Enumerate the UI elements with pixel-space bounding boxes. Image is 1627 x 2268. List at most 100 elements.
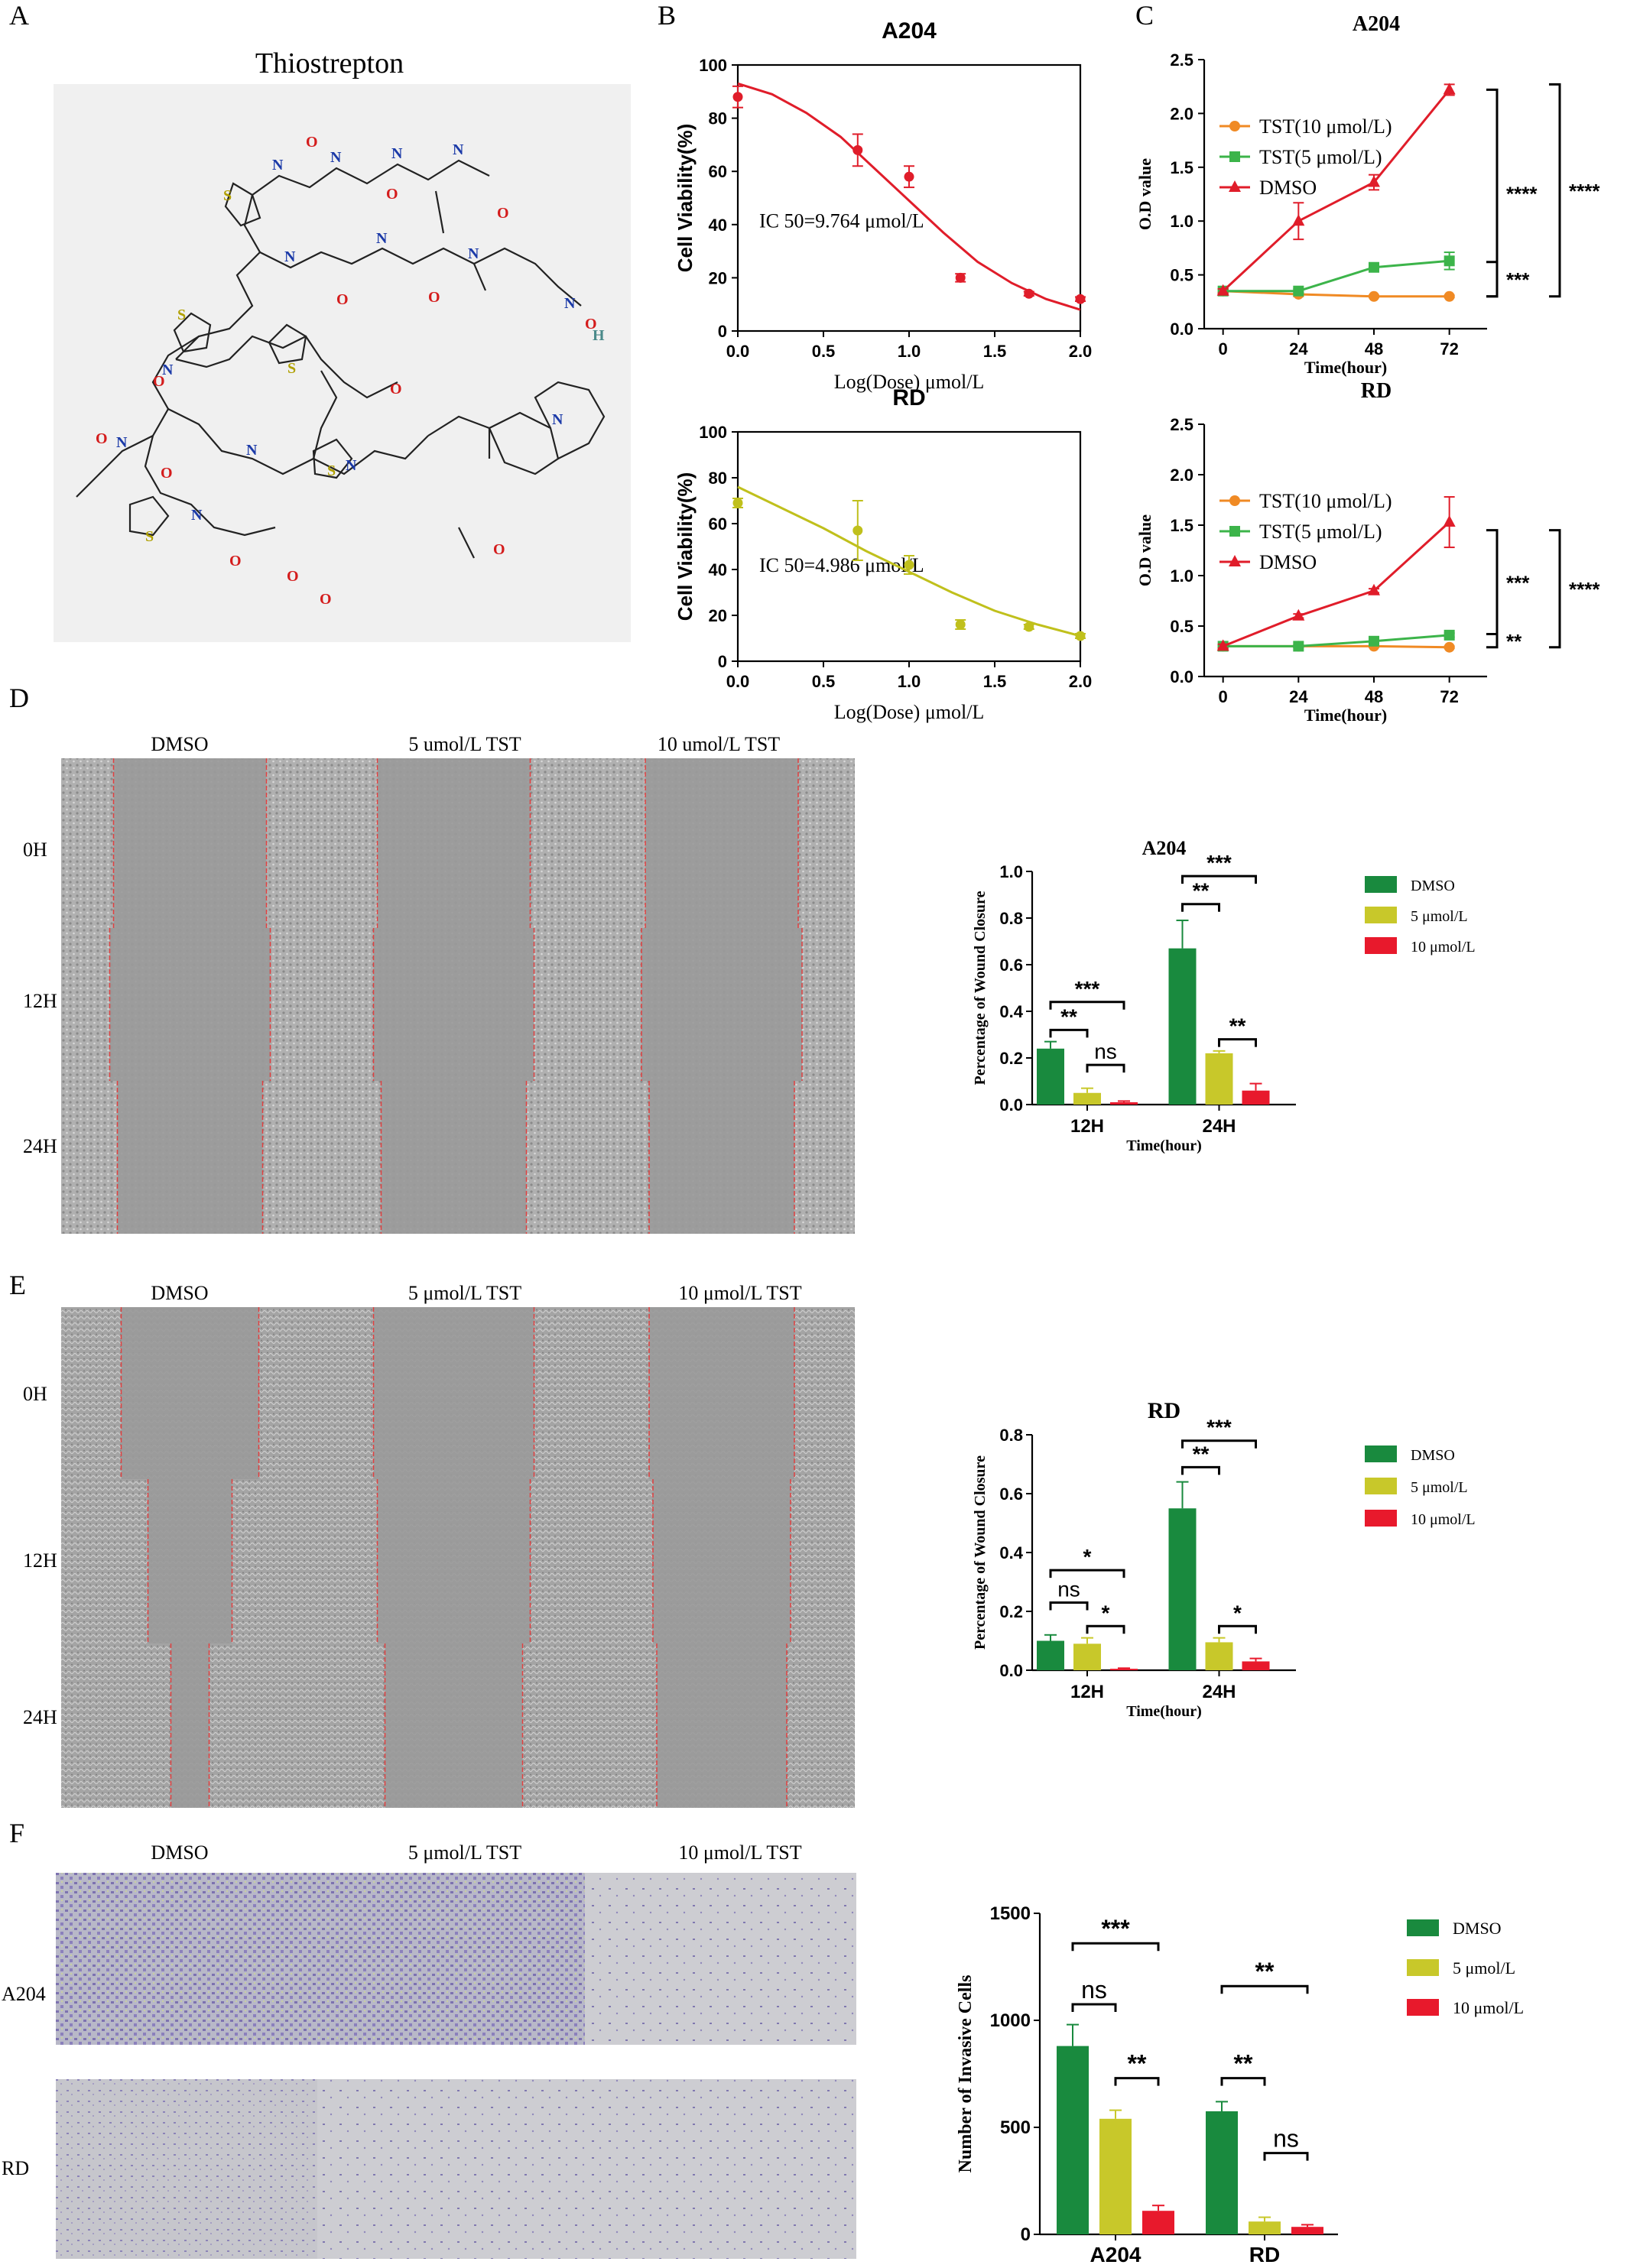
y-tick-label: 0.2 bbox=[999, 1049, 1023, 1068]
y-tick-label: 1.0 bbox=[1170, 566, 1193, 586]
bar bbox=[1037, 1640, 1064, 1670]
legend-swatch bbox=[1365, 1510, 1397, 1527]
y-tick-label: 1.5 bbox=[1170, 516, 1193, 535]
significance-label: ** bbox=[1229, 1014, 1246, 1038]
micrograph-grid-d: DMSO 5 umol/L TST 10 umol/L TST 0H 12H 2… bbox=[23, 733, 855, 1234]
row-label-24h: 24H bbox=[23, 1135, 57, 1157]
legend-swatch bbox=[1407, 1919, 1439, 1936]
y-tick-label: 1.0 bbox=[1170, 212, 1193, 231]
molecule-drawing bbox=[76, 159, 606, 559]
x-tick-label: 2.0 bbox=[1069, 342, 1093, 361]
atom-o: O bbox=[336, 291, 349, 308]
legend-label: TST(10 μmol/L) bbox=[1259, 490, 1392, 512]
x-tick-label: 2.0 bbox=[1069, 672, 1093, 691]
significance-label: ** bbox=[1193, 1442, 1210, 1465]
atom-n: N bbox=[272, 157, 284, 174]
x-tick-label: 0.0 bbox=[726, 672, 750, 691]
marker-square bbox=[1369, 635, 1379, 647]
bar bbox=[1057, 2046, 1089, 2234]
marker-circle bbox=[1444, 290, 1455, 302]
row-label-12h: 12H bbox=[23, 1549, 57, 1572]
atom-n: N bbox=[564, 295, 576, 312]
legend-swatch bbox=[1365, 1478, 1397, 1494]
significance-label: ns bbox=[1057, 1577, 1080, 1601]
y-tick-label: 1500 bbox=[990, 1903, 1031, 1924]
atom-n: N bbox=[246, 442, 258, 459]
y-axis-label: O.D value bbox=[1135, 514, 1154, 586]
atom-n: N bbox=[330, 149, 342, 166]
y-tick-label: 0.6 bbox=[999, 1484, 1023, 1504]
wound-gap bbox=[657, 1643, 787, 1808]
bar bbox=[1073, 1643, 1101, 1670]
legend-label: 10 μmol/L bbox=[1453, 1998, 1524, 2017]
data-point bbox=[1075, 294, 1086, 304]
marker-square bbox=[1369, 261, 1379, 273]
bar bbox=[1205, 1053, 1233, 1105]
wound-gap bbox=[373, 1307, 534, 1479]
ic50-annotation: IC 50=9.764 μmol/L bbox=[759, 209, 924, 232]
column-label-dmso: DMSO bbox=[151, 1841, 208, 1864]
panel-letter-a: A bbox=[9, 0, 29, 31]
y-axis-label: Percentage of Wound Closure bbox=[972, 891, 989, 1085]
legend-label: DMSO bbox=[1259, 177, 1317, 199]
significance-label: * bbox=[1102, 1601, 1110, 1624]
legend-label: 10 μmol/L bbox=[1411, 939, 1476, 956]
y-tick-label: 0 bbox=[718, 652, 727, 671]
series-line bbox=[1223, 634, 1450, 647]
chart-title: RD bbox=[892, 385, 925, 410]
significance-bracket bbox=[1049, 1028, 1089, 1038]
x-tick-label: 72 bbox=[1440, 339, 1458, 359]
legend-label: TST(10 μmol/L) bbox=[1259, 115, 1392, 138]
significance-bracket bbox=[1486, 529, 1499, 636]
y-tick-label: 40 bbox=[709, 560, 727, 579]
legend-label: DMSO bbox=[1411, 878, 1455, 894]
significance-bracket bbox=[1181, 1439, 1257, 1449]
bar bbox=[1142, 2211, 1174, 2234]
bar bbox=[1242, 1090, 1270, 1105]
significance-label: **** bbox=[1569, 578, 1600, 601]
atom-n: N bbox=[552, 411, 563, 428]
significance-bracket bbox=[1071, 2003, 1117, 2012]
bar bbox=[1249, 2221, 1281, 2234]
series-line bbox=[1222, 89, 1450, 292]
atom-o: O bbox=[287, 568, 299, 585]
significance-bracket bbox=[1220, 1984, 1309, 1994]
series-line bbox=[1223, 259, 1450, 293]
series-line bbox=[1223, 290, 1450, 298]
panel-letter-f: F bbox=[9, 1818, 24, 1848]
marker-square bbox=[1229, 526, 1240, 537]
fit-curve bbox=[737, 82, 1081, 311]
marker-circle bbox=[1229, 121, 1240, 131]
structure-title: Thiostrepton bbox=[255, 47, 404, 79]
significance-bracket bbox=[1218, 1624, 1257, 1634]
micrograph-tile bbox=[56, 2079, 317, 2259]
significance-label: *** bbox=[1506, 268, 1530, 291]
data-point bbox=[852, 144, 863, 155]
chart-title: A204 bbox=[1142, 837, 1187, 859]
bar bbox=[1168, 948, 1197, 1105]
atom-s: S bbox=[145, 528, 154, 545]
x-axis-label: Time(hour) bbox=[1126, 1703, 1202, 1720]
bar bbox=[1206, 2111, 1238, 2234]
row-label-a204: A204 bbox=[2, 1983, 46, 2005]
marker-triangle bbox=[1292, 608, 1305, 621]
x-axis-label: Log(Dose) μmol/L bbox=[834, 371, 985, 393]
legend-swatch bbox=[1407, 1959, 1439, 1976]
bar bbox=[1168, 1508, 1197, 1670]
wound-gap bbox=[113, 758, 267, 928]
y-tick-label: 0.0 bbox=[1170, 320, 1193, 339]
significance-bracket bbox=[1049, 1569, 1125, 1579]
column-label-5-tst: 5 μmol/L TST bbox=[408, 1841, 521, 1864]
significance-label: ns bbox=[1081, 1976, 1107, 2004]
marker-triangle bbox=[1443, 515, 1456, 527]
x-tick-label: 72 bbox=[1440, 687, 1458, 706]
x-axis-label: Time(hour) bbox=[1304, 358, 1387, 377]
x-tick-label: 1.5 bbox=[983, 672, 1007, 691]
atom-h: H bbox=[593, 327, 605, 344]
x-axis-label: Time(hour) bbox=[1126, 1137, 1202, 1154]
significance-label: *** bbox=[1101, 1915, 1130, 1942]
legend-label: 5 μmol/L bbox=[1411, 908, 1468, 925]
y-tick-label: 1.0 bbox=[999, 862, 1023, 881]
atom-o: O bbox=[96, 430, 108, 447]
marker-square bbox=[1444, 629, 1455, 641]
